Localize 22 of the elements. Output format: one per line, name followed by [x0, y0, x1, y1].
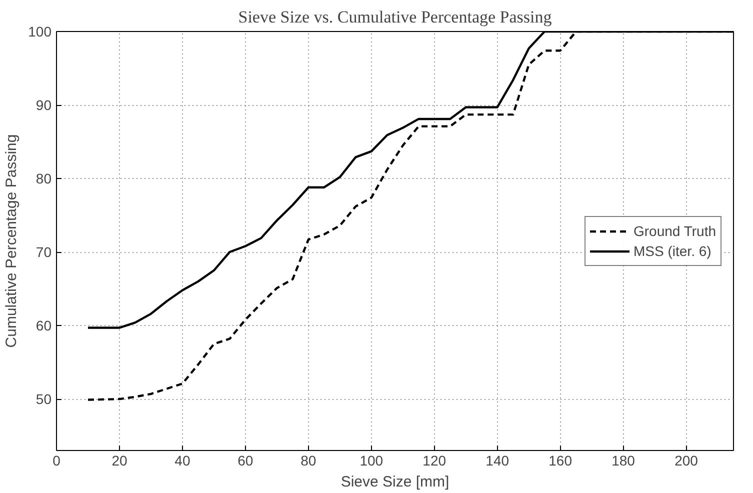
y-tick-label: 80 [36, 170, 52, 187]
y-tick-label: 100 [28, 24, 52, 40]
x-tick-label: 180 [612, 452, 636, 468]
y-axis-title: Cumulative Percentage Passing [3, 134, 20, 348]
y-tick-label: 50 [36, 391, 52, 408]
x-tick-label: 100 [360, 452, 384, 468]
x-tick-label: 160 [548, 452, 572, 468]
chart-title: Sieve Size vs. Cumulative Percentage Passing [238, 8, 552, 26]
legend-label: MSS (iter. 6) [634, 242, 712, 258]
y-tick-label: 60 [36, 318, 52, 334]
x-tick-label: 20 [112, 452, 128, 468]
x-tick-label: 140 [486, 452, 510, 468]
x-tick-label: 0 [52, 452, 61, 468]
y-tick-label: 70 [36, 244, 52, 260]
x-tick-label: 80 [300, 452, 316, 468]
x-tick-label: 200 [674, 452, 698, 468]
x-axis-title: Sieve Size [mm] [340, 474, 450, 490]
x-tick-label: 60 [238, 452, 254, 468]
x-tick-label: 40 [174, 452, 190, 468]
x-tick-label: 120 [422, 452, 446, 468]
legend-label: Ground Truth [634, 222, 716, 238]
y-tick-label: 90 [36, 97, 52, 114]
